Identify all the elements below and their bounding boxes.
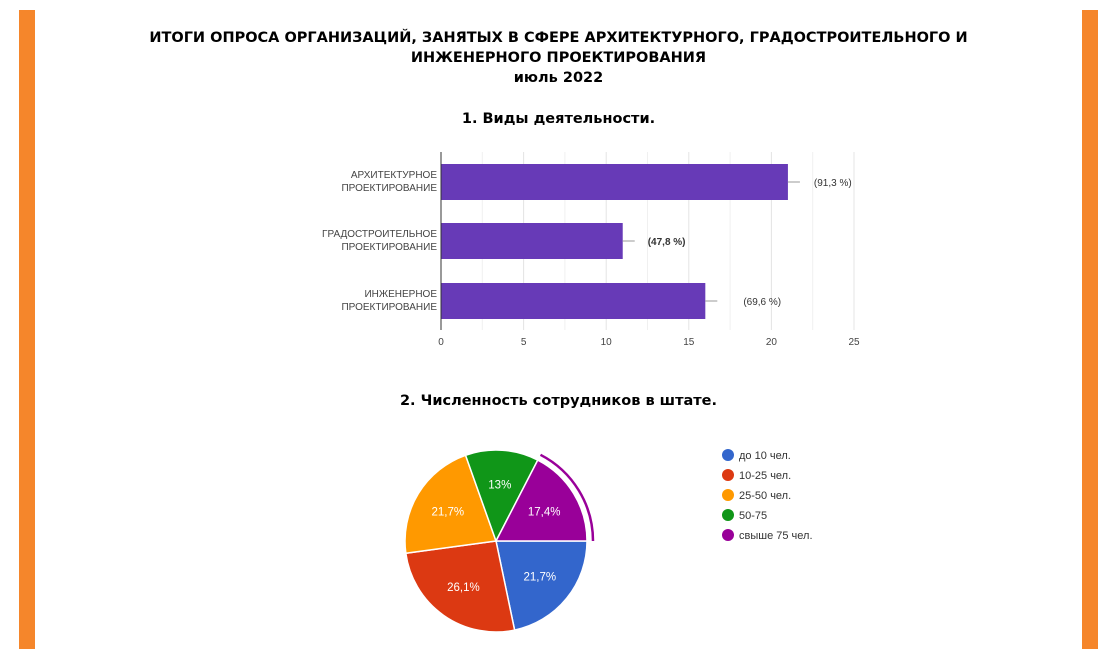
x-tick-label: 15 bbox=[683, 337, 695, 348]
bar bbox=[441, 164, 788, 200]
pie-slice bbox=[494, 459, 588, 542]
x-tick-label: 5 bbox=[521, 337, 527, 348]
legend-label: свыше 75 чел. bbox=[739, 530, 813, 542]
title-line-2: ИНЖЕНЕРНОГО ПРОЕКТИРОВАНИЯ bbox=[410, 50, 707, 66]
pie-slice-label: 17,4% bbox=[528, 507, 561, 519]
pie-highlight-arc bbox=[539, 453, 595, 542]
x-tick-label: 0 bbox=[438, 337, 444, 348]
pie-slice-label: 21,7% bbox=[432, 507, 465, 519]
legend-label: 50-75 bbox=[739, 510, 767, 522]
x-tick-label: 20 bbox=[766, 337, 778, 348]
legend-label: 10-25 чел. bbox=[739, 470, 791, 482]
x-tick-label: 10 bbox=[601, 337, 613, 348]
pie-slice bbox=[464, 449, 539, 543]
bar-data-label: (47,8 %) bbox=[648, 237, 686, 248]
category-label: ИНЖЕНЕРНОЕ bbox=[364, 289, 437, 300]
bar-data-label: (69,6 %) bbox=[743, 297, 781, 308]
pie-slice bbox=[495, 540, 588, 631]
legend-swatch bbox=[722, 449, 734, 461]
legend-swatch bbox=[722, 509, 734, 521]
title-line-3: июль 2022 bbox=[513, 70, 604, 86]
section-2-title: 2. Численность сотрудников в штате. bbox=[399, 393, 718, 409]
section-1-title: 1. Виды деятельности. bbox=[461, 111, 656, 127]
page-title: ИТОГИ ОПРОСА ОРГАНИЗАЦИЙ, ЗАНЯТЫХ В СФЕР… bbox=[0, 28, 1117, 88]
left-orange-stripe bbox=[19, 10, 35, 649]
pie-slice-label: 26,1% bbox=[447, 582, 480, 594]
legend-swatch bbox=[722, 489, 734, 501]
bar-data-label: (91,3 %) bbox=[814, 178, 852, 189]
legend-swatch bbox=[722, 469, 734, 481]
pie-slice bbox=[404, 540, 516, 633]
legend-swatch bbox=[722, 529, 734, 541]
bar bbox=[441, 223, 623, 259]
category-label: ГРАДОСТРОИТЕЛЬНОЕ bbox=[322, 229, 437, 240]
category-label: ПРОЕКТИРОВАНИЕ bbox=[341, 183, 437, 194]
title-line-1: ИТОГИ ОПРОСА ОРГАНИЗАЦИЙ, ЗАНЯТЫХ В СФЕР… bbox=[149, 30, 968, 46]
bar bbox=[441, 283, 706, 319]
legend-label: до 10 чел. bbox=[739, 450, 791, 462]
right-orange-stripe bbox=[1082, 10, 1098, 649]
pie-slice bbox=[404, 454, 498, 555]
x-tick-label: 25 bbox=[848, 337, 860, 348]
legend-label: 25-50 чел. bbox=[739, 490, 791, 502]
category-label: АРХИТЕКТУРНОЕ bbox=[351, 170, 437, 181]
category-label: ПРОЕКТИРОВАНИЕ bbox=[341, 302, 437, 313]
pie-slice-label: 13% bbox=[488, 480, 511, 492]
pie-slice-label: 21,7% bbox=[523, 572, 556, 584]
category-label: ПРОЕКТИРОВАНИЕ bbox=[341, 242, 437, 253]
